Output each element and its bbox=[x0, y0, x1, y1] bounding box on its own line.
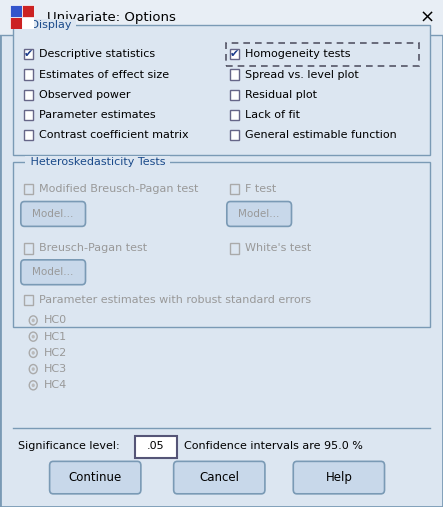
FancyBboxPatch shape bbox=[24, 295, 33, 305]
Text: Significance level:: Significance level: bbox=[18, 441, 119, 451]
Circle shape bbox=[31, 383, 35, 387]
Text: HC0: HC0 bbox=[44, 315, 67, 325]
Text: Spread vs. level plot: Spread vs. level plot bbox=[245, 69, 359, 80]
Circle shape bbox=[29, 332, 37, 341]
Text: Continue: Continue bbox=[69, 471, 122, 484]
FancyBboxPatch shape bbox=[24, 90, 33, 100]
FancyBboxPatch shape bbox=[24, 130, 33, 140]
Circle shape bbox=[29, 365, 37, 374]
Text: Model...: Model... bbox=[32, 267, 74, 277]
FancyBboxPatch shape bbox=[135, 436, 177, 458]
FancyBboxPatch shape bbox=[230, 110, 239, 120]
Text: Display: Display bbox=[27, 20, 74, 30]
Text: Model...: Model... bbox=[238, 209, 280, 219]
Text: Estimates of effect size: Estimates of effect size bbox=[39, 69, 169, 80]
Text: F test: F test bbox=[245, 184, 276, 194]
Text: General estimable function: General estimable function bbox=[245, 130, 397, 140]
Text: Breusch-Pagan test: Breusch-Pagan test bbox=[39, 243, 147, 254]
FancyBboxPatch shape bbox=[0, 0, 443, 35]
Circle shape bbox=[31, 318, 35, 322]
Text: HC3: HC3 bbox=[44, 364, 67, 374]
FancyBboxPatch shape bbox=[230, 49, 239, 59]
Text: Univariate: Options: Univariate: Options bbox=[47, 11, 175, 24]
FancyBboxPatch shape bbox=[230, 243, 239, 254]
FancyBboxPatch shape bbox=[24, 49, 33, 59]
Text: ✔: ✔ bbox=[230, 49, 240, 59]
FancyBboxPatch shape bbox=[174, 461, 265, 494]
Text: Observed power: Observed power bbox=[39, 90, 131, 100]
Text: White's test: White's test bbox=[245, 243, 311, 254]
Text: HC1: HC1 bbox=[44, 332, 67, 342]
FancyBboxPatch shape bbox=[21, 260, 85, 284]
Circle shape bbox=[31, 335, 35, 339]
Text: Lack of fit: Lack of fit bbox=[245, 110, 300, 120]
Text: Contrast coefficient matrix: Contrast coefficient matrix bbox=[39, 130, 189, 140]
Text: ✔: ✔ bbox=[24, 49, 34, 59]
Text: HC2: HC2 bbox=[44, 348, 67, 358]
Circle shape bbox=[31, 367, 35, 371]
Text: Descriptive statistics: Descriptive statistics bbox=[39, 49, 155, 59]
Text: Confidence intervals are 95.0 %: Confidence intervals are 95.0 % bbox=[184, 441, 363, 451]
FancyBboxPatch shape bbox=[230, 130, 239, 140]
Text: Heteroskedasticity Tests: Heteroskedasticity Tests bbox=[27, 157, 169, 167]
FancyBboxPatch shape bbox=[21, 201, 85, 226]
FancyBboxPatch shape bbox=[230, 184, 239, 194]
FancyBboxPatch shape bbox=[13, 162, 430, 327]
FancyBboxPatch shape bbox=[24, 110, 33, 120]
Text: ×: × bbox=[419, 9, 434, 27]
Text: Parameter estimates: Parameter estimates bbox=[39, 110, 155, 120]
Text: Modified Breusch-Pagan test: Modified Breusch-Pagan test bbox=[39, 184, 198, 194]
Circle shape bbox=[29, 348, 37, 357]
FancyBboxPatch shape bbox=[24, 69, 33, 80]
FancyBboxPatch shape bbox=[227, 201, 291, 226]
FancyBboxPatch shape bbox=[230, 69, 239, 80]
Text: Residual plot: Residual plot bbox=[245, 90, 317, 100]
Text: Help: Help bbox=[326, 471, 352, 484]
Text: .05: .05 bbox=[147, 441, 165, 451]
Text: Model...: Model... bbox=[32, 209, 74, 219]
Circle shape bbox=[29, 381, 37, 390]
FancyBboxPatch shape bbox=[13, 25, 430, 155]
Text: Homogeneity tests: Homogeneity tests bbox=[245, 49, 350, 59]
FancyBboxPatch shape bbox=[293, 461, 385, 494]
FancyBboxPatch shape bbox=[50, 461, 141, 494]
Text: Cancel: Cancel bbox=[199, 471, 239, 484]
Text: HC4: HC4 bbox=[44, 380, 67, 390]
Circle shape bbox=[31, 351, 35, 355]
Text: Parameter estimates with robust standard errors: Parameter estimates with robust standard… bbox=[39, 295, 311, 305]
Circle shape bbox=[29, 316, 37, 325]
FancyBboxPatch shape bbox=[24, 184, 33, 194]
FancyBboxPatch shape bbox=[230, 90, 239, 100]
FancyBboxPatch shape bbox=[24, 243, 33, 254]
